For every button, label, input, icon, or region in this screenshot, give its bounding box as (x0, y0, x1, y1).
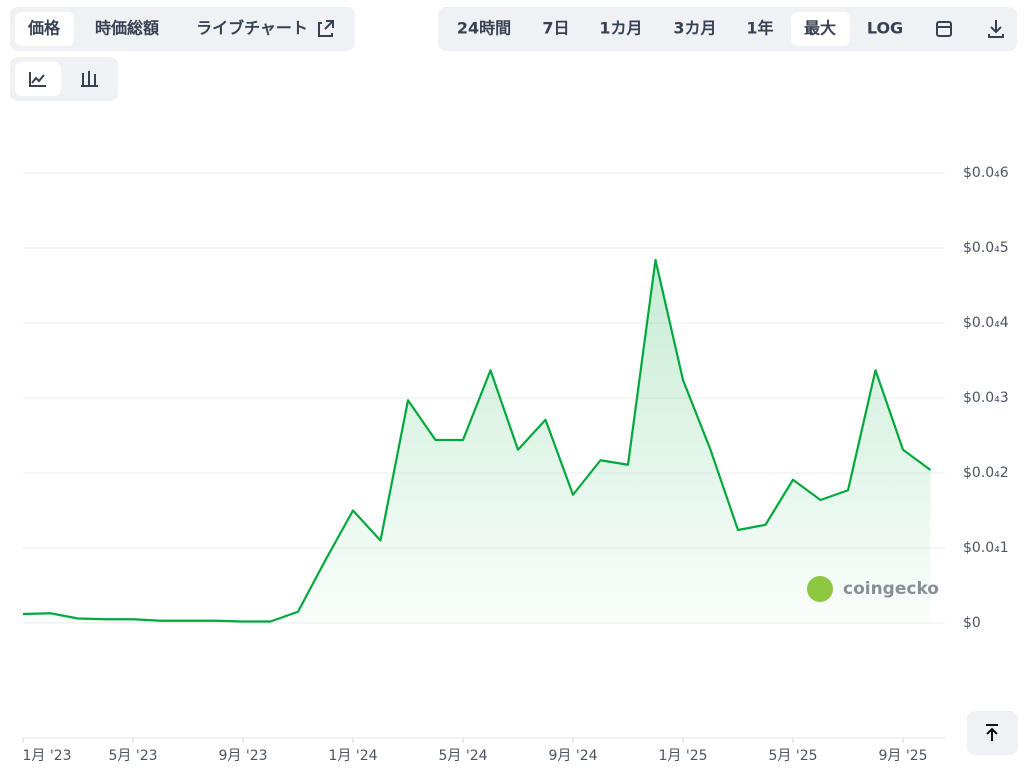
arrow-up-icon[interactable] (986, 724, 998, 741)
range[interactable]: 1カ月 (599, 19, 642, 38)
range[interactable]: 最大 (804, 19, 836, 38)
x-tick-label: 1月 '24 (328, 748, 377, 764)
external-icon (318, 20, 334, 37)
line-icon[interactable] (29, 72, 46, 87)
range[interactable]: 3カ月 (673, 19, 716, 38)
y-tick-label: $0.0₄6 (963, 165, 1009, 181)
price-line (22, 258, 932, 623)
tab-group (10, 7, 355, 51)
range-group (438, 7, 1017, 51)
candle-icon[interactable] (81, 71, 98, 87)
tab[interactable]: 価格 (27, 19, 61, 38)
download-icon[interactable] (988, 20, 1004, 38)
logo (807, 576, 833, 602)
y-tick-label: $0.0₄4 (963, 315, 1009, 331)
y-tick-label: $0 (963, 615, 981, 631)
x-tick-label: 1月 '25 (658, 748, 707, 764)
range-active[interactable] (791, 12, 850, 46)
x-tick-label: 9月 '24 (548, 748, 597, 764)
y-tick-label: $0.0₄2 (963, 465, 1009, 481)
range[interactable]: LOG (867, 19, 903, 38)
y-tick-label: $0.0₄3 (963, 390, 1009, 406)
range[interactable]: 1年 (746, 19, 773, 38)
range[interactable]: 7日 (542, 19, 569, 38)
x-tick-label: 5月 '23 (108, 748, 157, 764)
x-tick-label: 1月 '23 (22, 748, 71, 764)
y-tick-label: $0.0₄1 (963, 540, 1009, 556)
x-tick-label: 5月 '24 (438, 748, 487, 764)
y-tick-label: $0.0₄5 (963, 240, 1009, 256)
x-tick-label: 9月 '23 (218, 748, 267, 764)
tab-active[interactable] (15, 12, 74, 46)
range[interactable]: 24時間 (457, 19, 511, 38)
plot: $0 $0.0₄1 $0.0₄2 $0.0₄3 $0.0₄4 $0.0₄5 $0.0₄6 1月… (22, 165, 1008, 764)
tab[interactable]: 時価総額 (95, 19, 159, 38)
watermark: coingecko (843, 579, 939, 599)
tab[interactable]: ライブチャート (196, 19, 308, 38)
area (23, 260, 931, 623)
x-tick-label: 5月 '25 (768, 748, 817, 764)
x-tick-label: 9月 '25 (878, 748, 927, 764)
calendar-icon[interactable] (936, 21, 952, 37)
